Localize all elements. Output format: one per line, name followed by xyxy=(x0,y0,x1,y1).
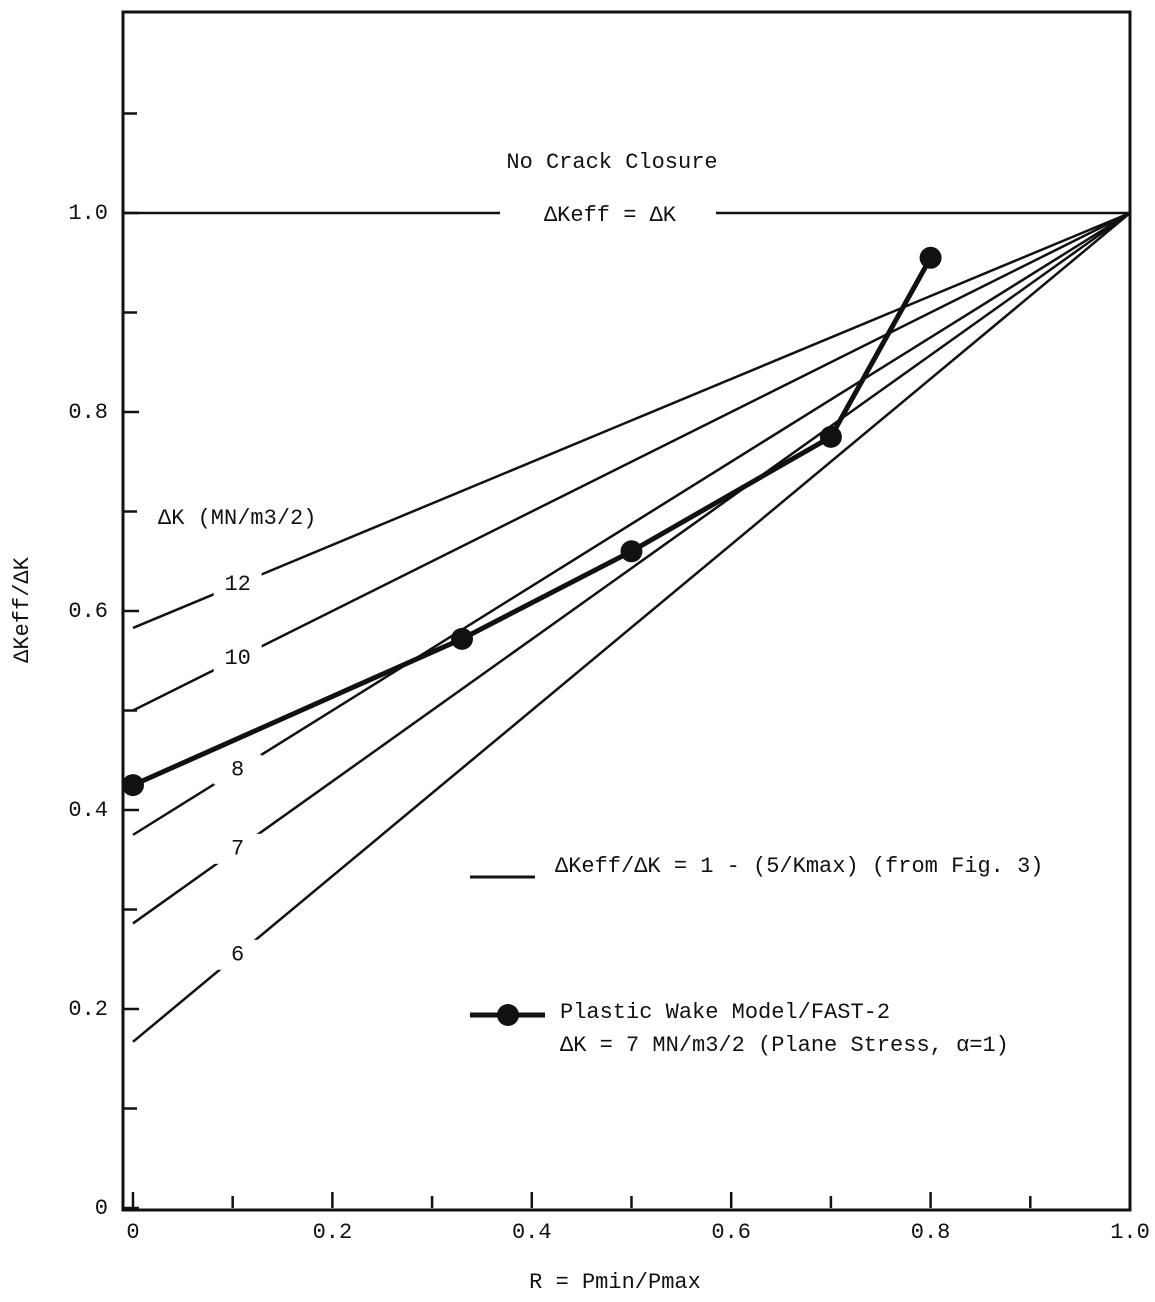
legend-label: Plastic Wake Model/FAST-2 xyxy=(560,1000,890,1025)
x-tick-label: 1.0 xyxy=(1110,1220,1150,1245)
series-line xyxy=(132,211,1131,630)
label-gap xyxy=(213,643,262,674)
y-tick-label: 0.2 xyxy=(68,997,108,1022)
x-tick-label: 0.6 xyxy=(711,1220,751,1245)
legend-marker xyxy=(497,1004,519,1026)
y-tick-label: 0 xyxy=(95,1196,108,1221)
y-tick-label: 0.8 xyxy=(68,400,108,425)
group-label: ΔK (MN/m3/2) xyxy=(158,506,316,531)
line-label: 7 xyxy=(231,837,244,862)
x-tick-label: 0.2 xyxy=(313,1220,353,1245)
label-gap xyxy=(213,939,262,970)
y-tick-label: 0.6 xyxy=(68,599,108,624)
series-line xyxy=(132,211,1131,712)
line-label: 10 xyxy=(224,646,250,671)
legend-note: ΔK = 7 MN/m3/2 (Plane Stress, α=1) xyxy=(560,1033,1009,1058)
marker xyxy=(620,540,643,563)
marker xyxy=(819,425,842,448)
y-tick-label: 1.0 xyxy=(68,201,108,226)
marker xyxy=(121,774,144,797)
x-axis-label: R = Pmin/Pmax xyxy=(529,1270,701,1295)
series-line xyxy=(132,211,1131,925)
legend-label: ΔKeff/ΔK = 1 - (5/Kmax) (from Fig. 3) xyxy=(555,854,1043,879)
line-label: 6 xyxy=(231,943,244,968)
y-tick-label: 0.4 xyxy=(68,798,108,823)
label-gap xyxy=(213,833,262,864)
series-line xyxy=(132,212,1131,1043)
reference-label: ΔKeff = ΔK xyxy=(544,203,677,228)
label-gap xyxy=(500,197,716,229)
x-tick-label: 0.4 xyxy=(512,1220,552,1245)
marker xyxy=(450,627,473,650)
line-label: 8 xyxy=(231,757,244,782)
annotation: No Crack Closure xyxy=(506,150,717,175)
marker xyxy=(919,246,942,269)
label-gap xyxy=(213,754,262,785)
plot-frame xyxy=(121,10,1132,1212)
y-axis-label: ΔKeff/ΔK xyxy=(10,556,35,662)
series-line xyxy=(132,211,1131,836)
line-label: 12 xyxy=(224,572,250,597)
x-tick-label: 0.8 xyxy=(911,1220,951,1245)
label-gap xyxy=(213,569,262,600)
x-tick-label: 0 xyxy=(126,1220,139,1245)
